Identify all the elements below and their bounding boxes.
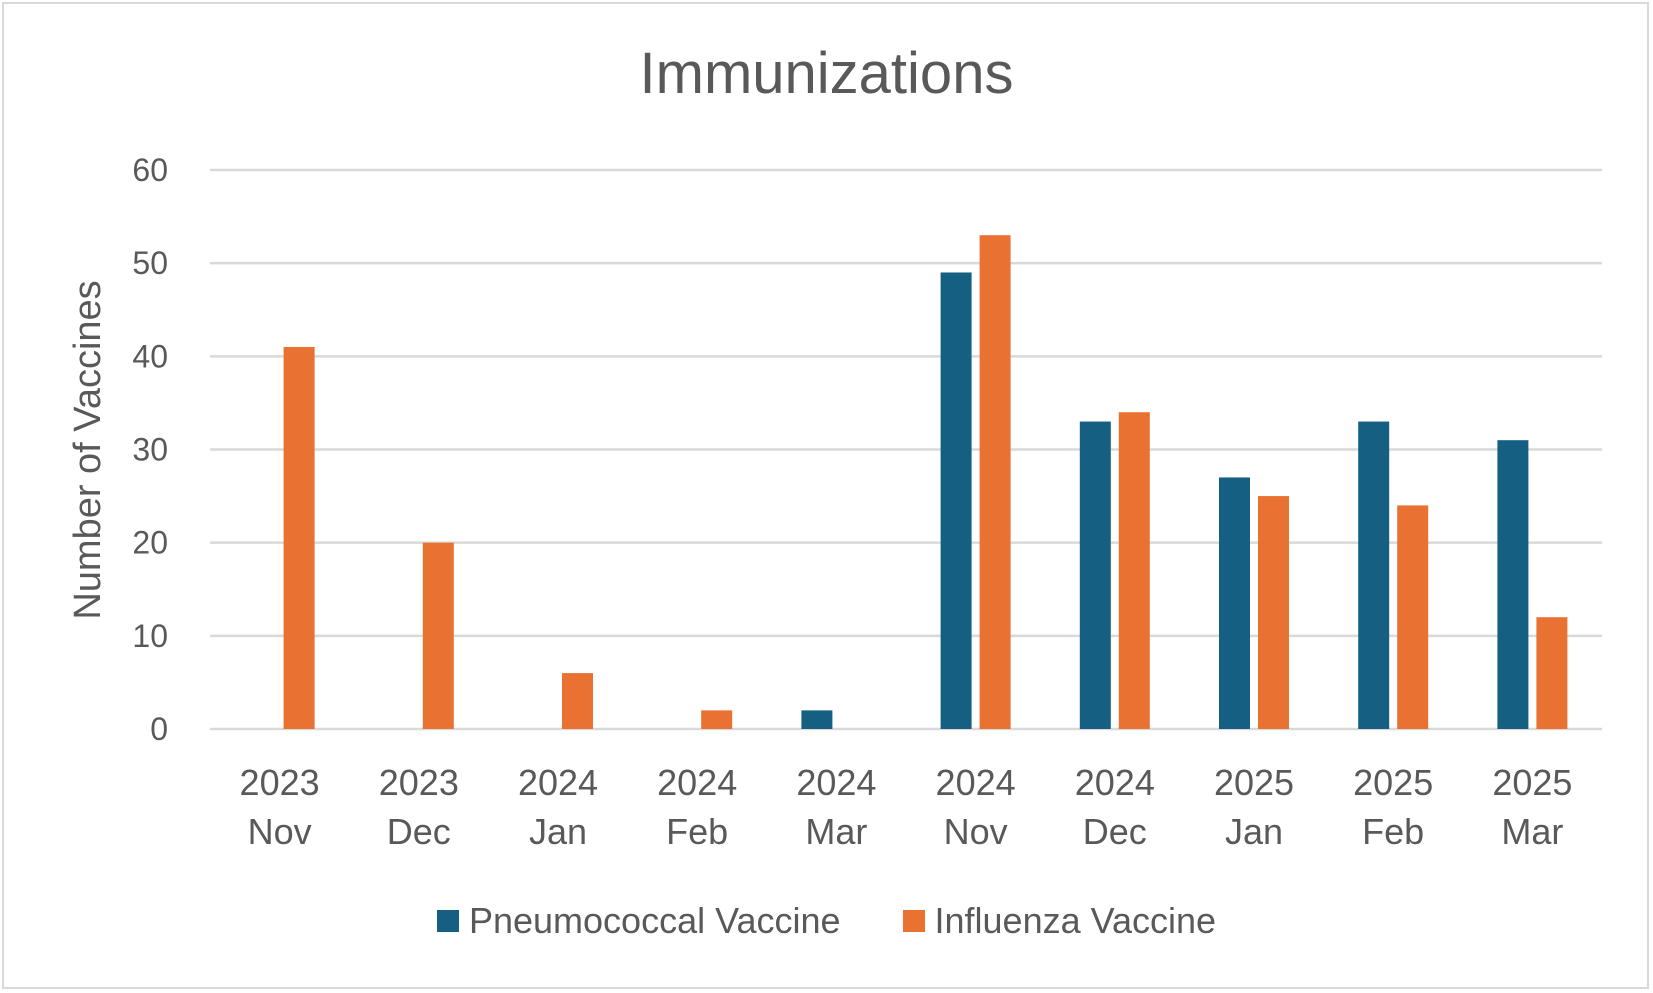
bar-pneumococcal bbox=[801, 710, 833, 729]
bar-pneumococcal bbox=[1219, 477, 1250, 729]
y-axis-title: Number of Vaccines bbox=[67, 280, 109, 619]
gridlines bbox=[210, 168, 1602, 731]
y-tick-label: 60 bbox=[132, 152, 168, 188]
bar-influenza bbox=[283, 347, 315, 729]
x-axis-ticks: 2023 Nov 2023 Dec 2024 Jan 2024 Feb 2024 Mar 2024 N… bbox=[240, 762, 1573, 852]
y-axis-ticks: 0 10 20 30 40 50 60 bbox=[132, 152, 168, 747]
y-tick-label: 0 bbox=[150, 711, 168, 747]
legend-swatch-pneumococcal bbox=[436, 910, 459, 932]
x-tick-label: 2025 bbox=[1353, 762, 1433, 803]
x-tick-label: 2025 bbox=[1214, 762, 1294, 803]
x-tick-label: 2025 bbox=[1492, 762, 1572, 803]
y-tick-label: 10 bbox=[132, 618, 168, 654]
x-tick-label: Mar bbox=[1501, 811, 1563, 852]
bar-influenza bbox=[701, 710, 733, 729]
x-tick-label: Dec bbox=[387, 811, 451, 852]
bar-influenza bbox=[1397, 505, 1429, 729]
legend-item-pneumococcal: Pneumococcal Vaccine bbox=[436, 900, 841, 942]
x-tick-label: 2024 bbox=[1075, 762, 1155, 803]
bar-influenza bbox=[422, 542, 454, 729]
x-tick-label: 2024 bbox=[657, 762, 737, 803]
x-tick-label: Dec bbox=[1083, 811, 1147, 852]
y-tick-label: 30 bbox=[132, 432, 168, 468]
x-tick-label: Feb bbox=[666, 811, 728, 852]
bar-pneumococcal bbox=[1358, 421, 1390, 729]
legend-swatch-influenza bbox=[902, 910, 925, 932]
x-tick-label: 2023 bbox=[379, 762, 459, 803]
x-tick-label: Nov bbox=[944, 811, 1008, 852]
x-tick-label: Feb bbox=[1362, 811, 1424, 852]
bar-pneumococcal bbox=[1079, 421, 1111, 729]
bar-pneumococcal bbox=[1497, 440, 1529, 729]
bar-pneumococcal bbox=[940, 272, 972, 729]
x-tick-label: 2024 bbox=[936, 762, 1016, 803]
chart-title: Immunizations bbox=[639, 41, 1014, 106]
bars bbox=[283, 235, 1568, 729]
bar-influenza bbox=[1118, 412, 1150, 729]
x-tick-label: Jan bbox=[1225, 811, 1283, 852]
legend-label-influenza: Influenza Vaccine bbox=[934, 900, 1217, 941]
x-tick-label: Mar bbox=[805, 811, 867, 852]
x-tick-label: 2023 bbox=[240, 762, 320, 803]
bar-influenza bbox=[562, 673, 593, 729]
bar-influenza bbox=[1258, 496, 1289, 729]
bar-influenza bbox=[979, 235, 1011, 729]
y-tick-label: 50 bbox=[132, 245, 168, 281]
x-tick-label: Jan bbox=[529, 811, 587, 852]
legend-label-pneumococcal: Pneumococcal Vaccine bbox=[468, 900, 841, 941]
bar-influenza bbox=[1536, 617, 1568, 729]
y-tick-label: 40 bbox=[132, 338, 168, 374]
x-tick-label: 2024 bbox=[518, 762, 598, 803]
y-tick-label: 20 bbox=[132, 525, 168, 561]
x-tick-label: 2024 bbox=[796, 762, 876, 803]
x-tick-label: Nov bbox=[248, 811, 312, 852]
legend: Pneumococcal Vaccine Influenza Vaccine bbox=[0, 900, 1653, 942]
legend-item-influenza: Influenza Vaccine bbox=[902, 900, 1217, 942]
